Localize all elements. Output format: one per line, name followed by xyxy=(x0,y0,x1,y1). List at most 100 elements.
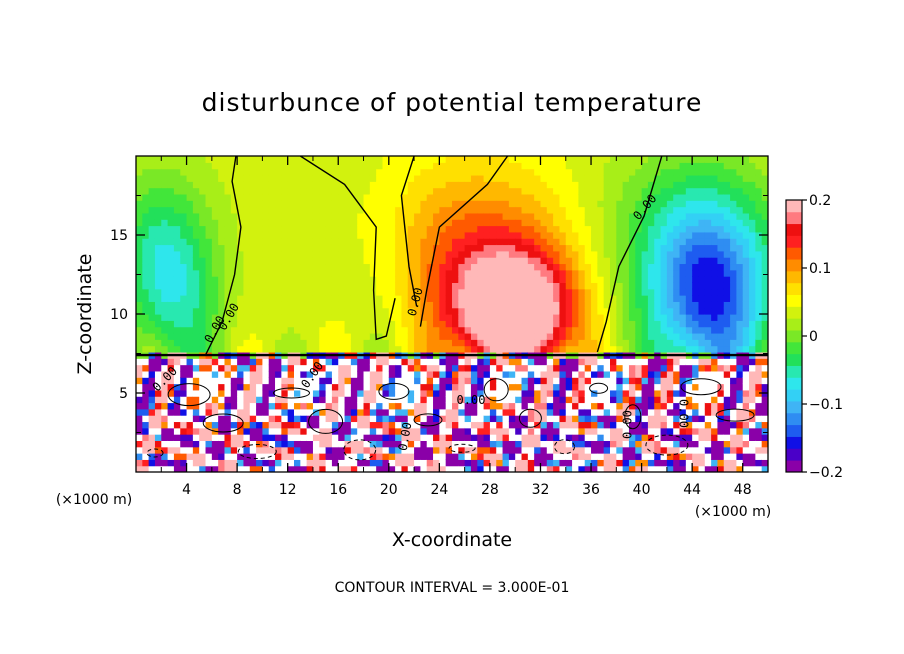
heatmap-cell xyxy=(167,364,175,372)
heatmap-cell xyxy=(559,200,567,208)
heatmap-cell xyxy=(452,174,459,182)
heatmap-cell xyxy=(319,389,327,397)
heatmap-cell xyxy=(496,307,504,315)
heatmap-cell xyxy=(540,288,548,296)
heatmap-cell xyxy=(414,307,421,315)
heatmap-cell xyxy=(376,459,384,467)
heatmap-cell xyxy=(578,465,586,472)
heatmap-cell xyxy=(395,193,403,201)
heatmap-cell xyxy=(622,257,630,265)
heatmap-cell xyxy=(527,415,535,423)
heatmap-cell xyxy=(628,332,636,340)
heatmap-cell xyxy=(610,402,617,410)
heatmap-cell xyxy=(161,288,169,296)
heatmap-cell xyxy=(407,408,415,416)
heatmap-cell xyxy=(363,427,371,435)
heatmap-cell xyxy=(312,434,320,441)
heatmap-cell xyxy=(338,162,346,170)
heatmap-cell xyxy=(338,168,346,176)
heatmap-cell xyxy=(546,301,554,309)
heatmap-cell xyxy=(704,219,712,227)
heatmap-cell xyxy=(628,465,636,472)
heatmap-cell xyxy=(723,276,731,283)
heatmap-cell xyxy=(439,231,447,239)
heatmap-cell xyxy=(755,434,763,441)
heatmap-cell xyxy=(407,200,415,208)
heatmap-cell xyxy=(502,269,510,277)
heatmap-cell xyxy=(173,396,181,404)
heatmap-cell xyxy=(584,421,592,429)
heatmap-cell xyxy=(173,377,181,385)
heatmap-cell xyxy=(395,465,403,472)
heatmap-cell xyxy=(350,434,358,441)
heatmap-cell xyxy=(666,377,674,385)
heatmap-cell xyxy=(230,225,238,233)
heatmap-cell xyxy=(414,219,421,227)
heatmap-cell xyxy=(357,345,365,353)
heatmap-cell xyxy=(243,465,251,472)
heatmap-cell xyxy=(527,446,535,454)
heatmap-cell xyxy=(553,288,561,296)
heatmap-cell xyxy=(287,326,295,334)
heatmap-cell xyxy=(243,288,251,296)
heatmap-cell xyxy=(401,231,409,239)
heatmap-cell xyxy=(546,269,554,277)
heatmap-cell xyxy=(647,301,655,309)
heatmap-cell xyxy=(237,314,245,321)
heatmap-cell xyxy=(205,168,213,176)
heatmap-cell xyxy=(256,276,263,283)
heatmap-cell xyxy=(350,219,358,227)
heatmap-cell xyxy=(673,238,681,246)
heatmap-cell xyxy=(483,238,491,246)
heatmap-cell xyxy=(136,364,143,372)
heatmap-cell xyxy=(458,288,466,296)
heatmap-cell xyxy=(256,307,263,315)
heatmap-cell xyxy=(761,345,768,353)
heatmap-cell xyxy=(489,263,497,271)
heatmap-cell xyxy=(173,320,181,328)
heatmap-cell xyxy=(180,427,188,435)
heatmap-cell xyxy=(660,206,668,214)
heatmap-cell xyxy=(654,446,662,454)
heatmap-cell xyxy=(515,162,523,170)
heatmap-cell xyxy=(445,326,453,334)
heatmap-cell xyxy=(306,345,314,353)
heatmap-cell xyxy=(527,276,535,283)
heatmap-cell xyxy=(218,206,226,214)
heatmap-cell xyxy=(553,339,561,347)
heatmap-cell xyxy=(603,453,611,460)
heatmap-cell xyxy=(407,238,415,246)
heatmap-cell xyxy=(275,383,282,391)
heatmap-cell xyxy=(414,295,421,302)
heatmap-cell xyxy=(723,314,731,321)
heatmap-cell xyxy=(666,465,674,472)
heatmap-cell xyxy=(622,370,630,378)
heatmap-cell xyxy=(173,358,181,366)
heatmap-cell xyxy=(470,345,478,353)
heatmap-cell xyxy=(148,434,156,441)
heatmap-cell xyxy=(458,219,466,227)
heatmap-cell xyxy=(711,187,719,195)
heatmap-cell xyxy=(622,250,630,258)
heatmap-cell xyxy=(698,434,706,441)
heatmap-cell xyxy=(237,358,245,366)
heatmap-cell xyxy=(666,389,674,397)
heatmap-cell xyxy=(483,250,491,258)
heatmap-cell xyxy=(628,244,636,252)
heatmap-cell xyxy=(508,301,516,309)
heatmap-cell xyxy=(224,408,232,416)
heatmap-cell xyxy=(540,238,548,246)
heatmap-cell xyxy=(426,402,434,410)
heatmap-cell xyxy=(407,440,415,448)
heatmap-cell xyxy=(180,231,188,239)
heatmap-cell xyxy=(540,301,548,309)
heatmap-cell xyxy=(749,326,756,334)
heatmap-cell xyxy=(325,301,333,309)
heatmap-cell xyxy=(565,358,573,366)
heatmap-cell xyxy=(628,193,636,201)
heatmap-cell xyxy=(647,465,655,472)
heatmap-cell xyxy=(742,162,750,170)
heatmap-cell xyxy=(452,257,459,265)
heatmap-cell xyxy=(647,276,655,283)
heatmap-cell xyxy=(698,389,706,397)
